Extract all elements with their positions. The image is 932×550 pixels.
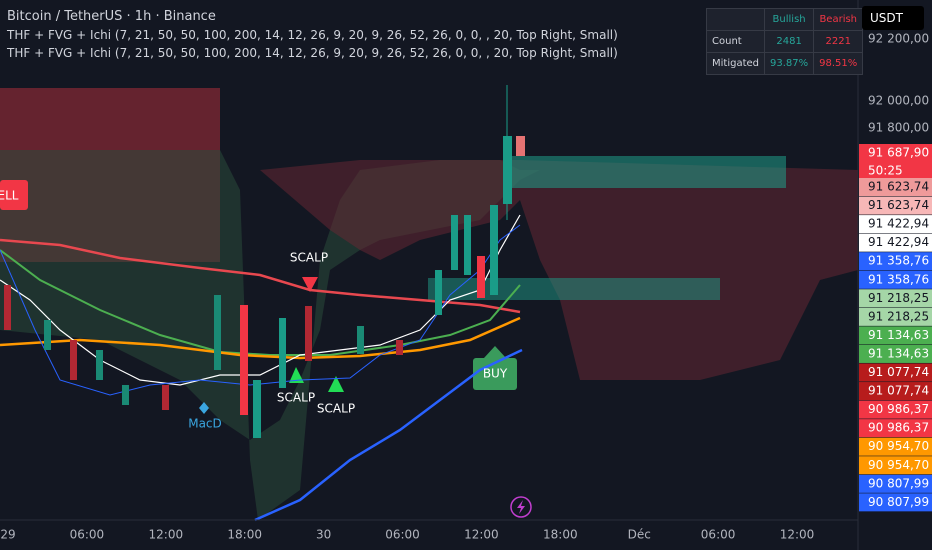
time-tick: 30 [316,528,331,542]
price-label: 91 218,25 [868,291,929,305]
price-label: 91 623,74 [868,198,929,212]
scalp-buy [289,367,304,383]
annotation: MacD [188,417,222,431]
price-label-box [859,400,932,419]
price-label-box [859,474,932,493]
time-tick: 12:00 [464,528,499,542]
price-label-box [859,196,932,215]
price-label-box [859,382,932,401]
price-label-box [859,178,932,196]
cell: 2221 [813,30,864,53]
cell: 2481 [764,30,815,53]
price-label-box [859,270,932,289]
price-tick: 92 200,00 [868,32,929,46]
ma-green [0,249,521,356]
line-blue-thin [0,224,521,396]
symbol-title: Bitcoin / TetherUS · 1h · Binance [7,9,216,24]
price-label-box [859,419,932,438]
price-label: 91 623,74 [868,180,929,194]
ma-orange [0,316,521,360]
price-label: 90 954,70 [868,439,929,453]
price-label: 91 077,74 [868,365,929,379]
time-tick: 06:00 [385,528,420,542]
price-label: 91 422,94 [868,235,929,249]
price-label: 91 358,76 [868,272,929,286]
time-tick: 06:00 [701,528,736,542]
price-label-box [859,289,932,308]
time-tick: 18:00 [227,528,262,542]
price-label-box [859,252,932,271]
lightning-icon[interactable] [510,496,532,518]
fvg-zone [510,156,786,188]
cloud-green [0,150,540,520]
time-tick: 12:00 [149,528,184,542]
ma-blue [254,348,523,522]
price-label: 90 807,99 [868,476,929,490]
price-label: 91 077,74 [868,384,929,398]
countdown: 50:25 [868,164,903,178]
cloud-red [260,160,858,380]
time-tick: Déc [628,528,651,542]
cell: Bearish [813,8,864,31]
price-label: 90 986,37 [868,421,929,435]
price-label: 91 422,94 [868,217,929,231]
annotation: SCALP [290,251,328,265]
indicator-line: THF + FVG + Ichi (7, 21, 50, 50, 100, 20… [7,46,618,60]
price-label-box [859,326,932,345]
price-label: 91 218,25 [868,309,929,323]
price-label: 90 807,99 [868,495,929,509]
price-label: 91 134,63 [868,328,929,342]
currency-button[interactable]: USDT [862,6,924,30]
price-label-box [859,307,932,326]
sell-box [0,180,28,210]
stats-table: Bullish Bearish Count 2481 2221 Mitigated 93… [705,8,864,75]
cell [705,8,766,31]
candles [4,85,525,438]
indicator-line: THF + FVG + Ichi (7, 21, 50, 50, 100, 20… [7,28,618,42]
price-label-box [859,363,932,382]
ma-red [0,238,521,314]
cell: 98.51% [813,52,864,75]
price-label: 90 954,70 [868,458,929,472]
cell: Count [705,30,766,53]
time-tick: 29 [0,528,15,542]
price-tick: 92 000,00 [868,94,929,108]
scalp-buy [328,376,344,392]
scalp-sell [302,277,318,292]
annotation: SCALP [317,402,355,416]
cell: 93.87% [764,52,815,75]
price-label-box [859,215,932,234]
macd-marker [199,402,209,414]
current-price: 91 687,90 [868,146,929,160]
price-label-box [859,493,932,512]
price-label: 91 358,76 [868,254,929,268]
price-label-box [859,437,932,456]
price-tick: 91 800,00 [868,121,929,135]
buy-arrow [484,346,506,358]
time-tick: 12:00 [780,528,815,542]
lightning-glyph [517,500,525,514]
time-tick: 06:00 [70,528,105,542]
price-label-box [859,344,932,363]
buy-box [473,358,517,390]
fvg-zone [428,278,720,300]
annotation: BUY [483,367,508,381]
price-label-box [859,456,932,475]
price-label-box [859,233,932,252]
annotation: SCALP [277,391,315,405]
time-tick: 18:00 [543,528,578,542]
annotation: ELL [0,189,19,203]
cell: Bullish [764,8,815,31]
price-label: 91 134,63 [868,346,929,360]
price-label: 90 986,37 [868,402,929,416]
current-price-box [859,144,932,179]
cell: Mitigated [705,52,766,75]
dynamic-layer: 92 200,00 92 000,00 91 800,00 91 687,90 50:2… [0,32,932,542]
